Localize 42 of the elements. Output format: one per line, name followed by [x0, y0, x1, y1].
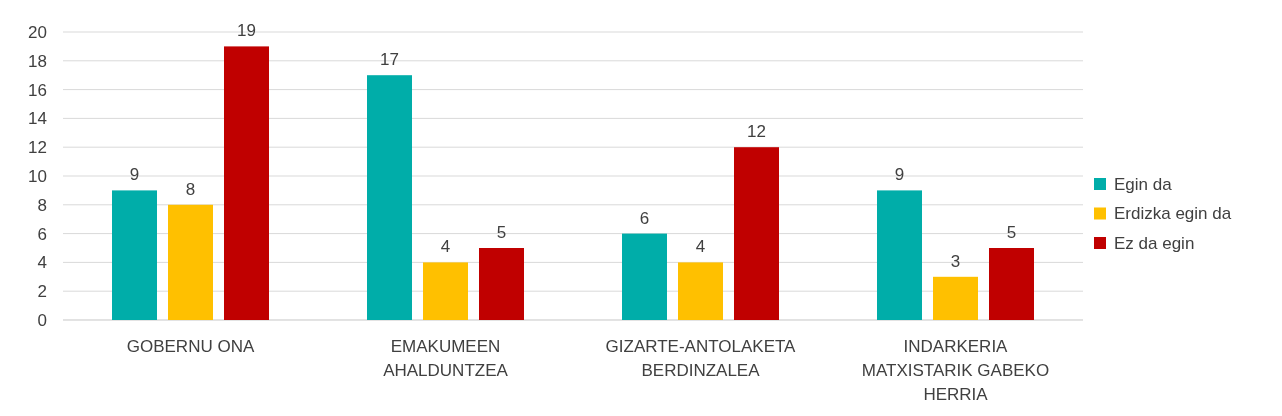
- x-tick-label: GIZARTE-ANTOLAKETA BERDINZALEA: [605, 337, 797, 380]
- y-tick-label: 6: [37, 224, 47, 244]
- y-tick-label: 12: [28, 138, 47, 158]
- legend-label: Egin da: [1114, 174, 1173, 194]
- bar: [168, 204, 213, 320]
- data-label: 4: [440, 237, 451, 257]
- bar: [734, 147, 779, 320]
- legend-label: Erdizka egin da: [1114, 204, 1232, 224]
- x-tick-label: INDARKERIA MATXISTARIK GABEKO HERRIA: [861, 337, 1050, 404]
- bar: [622, 233, 667, 320]
- data-label: 12: [747, 122, 766, 142]
- bar: [423, 262, 468, 320]
- y-tick-label: 8: [37, 195, 47, 215]
- data-label: 9: [129, 165, 140, 185]
- bar: [933, 276, 978, 320]
- y-tick-label: 20: [28, 22, 47, 42]
- bar: [989, 248, 1034, 320]
- data-label: 4: [695, 237, 706, 257]
- data-label: 6: [639, 208, 650, 228]
- data-label: 5: [1006, 223, 1017, 242]
- y-tick-label: 0: [37, 310, 47, 330]
- y-tick-label: 14: [28, 109, 47, 129]
- x-tick-label: GOBERNU ONA: [126, 337, 255, 356]
- x-tick-label: EMAKUMEEN AHALDUNTZEA: [383, 337, 509, 380]
- bar: [479, 248, 524, 320]
- data-label: 17: [380, 50, 399, 70]
- bar: [877, 190, 922, 320]
- data-label: 8: [185, 179, 196, 199]
- data-label: 5: [496, 223, 507, 242]
- y-tick-label: 16: [28, 80, 47, 100]
- bar: [367, 75, 412, 320]
- y-tick-label: 18: [28, 51, 47, 71]
- data-label: 9: [894, 165, 905, 185]
- y-tick-label: 10: [28, 166, 47, 186]
- bar: [224, 46, 269, 320]
- bar: [112, 190, 157, 320]
- data-label: 19: [237, 21, 256, 41]
- bar: [678, 262, 723, 320]
- y-tick-label: 4: [37, 253, 47, 273]
- data-label: 3: [950, 251, 961, 271]
- y-tick-label: 2: [37, 282, 47, 302]
- legend-label: Ez da egin: [1114, 233, 1195, 253]
